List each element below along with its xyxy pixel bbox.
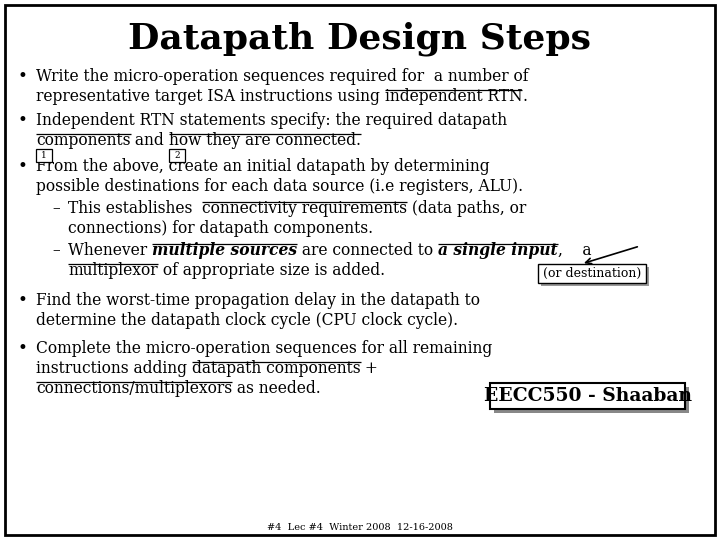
Text: +: + [361,360,379,377]
Text: connections/multiplexors: connections/multiplexors [36,380,232,397]
Bar [538,264,646,283]
Text: 1: 1 [41,151,47,160]
Text: datapath components: datapath components [192,360,361,377]
Text: •: • [18,340,28,357]
Text: (data paths, or: (data paths, or [407,200,526,217]
Text: and: and [130,132,169,149]
Text: –: – [52,200,60,217]
Text: •: • [18,112,28,129]
Text: #4  Lec #4  Winter 2008  12-16-2008: #4 Lec #4 Winter 2008 12-16-2008 [267,523,453,532]
Bar [490,383,685,409]
Text: From the above, create an initial datapath by determining: From the above, create an initial datapa… [36,158,490,175]
Text: multiple sources: multiple sources [152,242,297,259]
Text: as needed.: as needed. [232,380,321,397]
Text: Independent RTN statements specify: the required datapath: Independent RTN statements specify: the … [36,112,507,129]
Text: multiplexor: multiplexor [68,262,158,279]
Bar [169,149,185,162]
Text: instructions adding: instructions adding [36,360,192,377]
Text: components: components [36,132,130,149]
Text: representative target ISA instructions using: representative target ISA instructions u… [36,88,384,105]
Text: a single input: a single input [438,242,558,259]
Text: how they are connected.: how they are connected. [169,132,361,149]
Text: Find the worst-time propagation delay in the datapath to: Find the worst-time propagation delay in… [36,292,480,309]
Text: –: – [52,242,60,259]
Text: connections) for datapath components.: connections) for datapath components. [68,220,373,237]
Text: determine the datapath clock cycle (CPU clock cycle).: determine the datapath clock cycle (CPU … [36,312,458,329]
Text: possible destinations for each data source (i.e registers, ALU).: possible destinations for each data sour… [36,178,523,195]
Text: •: • [18,292,28,309]
Text: ,    a: , a [558,242,591,259]
Text: .: . [523,88,527,105]
Text: Whenever: Whenever [68,242,152,259]
Text: of appropriate size is added.: of appropriate size is added. [158,262,384,279]
Text: independent RTN: independent RTN [384,88,523,105]
Bar [494,387,689,413]
Text: •: • [18,68,28,85]
Text: Write the micro-operation sequences required for  a number of: Write the micro-operation sequences requ… [36,68,528,85]
Text: •: • [18,158,28,175]
Text: connectivity requirements: connectivity requirements [202,200,407,217]
Text: (or destination): (or destination) [543,267,641,280]
Bar [541,267,649,286]
Text: 2: 2 [174,151,180,160]
Text: This establishes: This establishes [68,200,202,217]
Text: EECC550 - Shaaban: EECC550 - Shaaban [484,387,691,405]
Text: are connected to: are connected to [297,242,438,259]
Text: Complete the micro-operation sequences for all remaining: Complete the micro-operation sequences f… [36,340,492,357]
Bar [36,149,52,162]
Text: Datapath Design Steps: Datapath Design Steps [128,22,592,57]
